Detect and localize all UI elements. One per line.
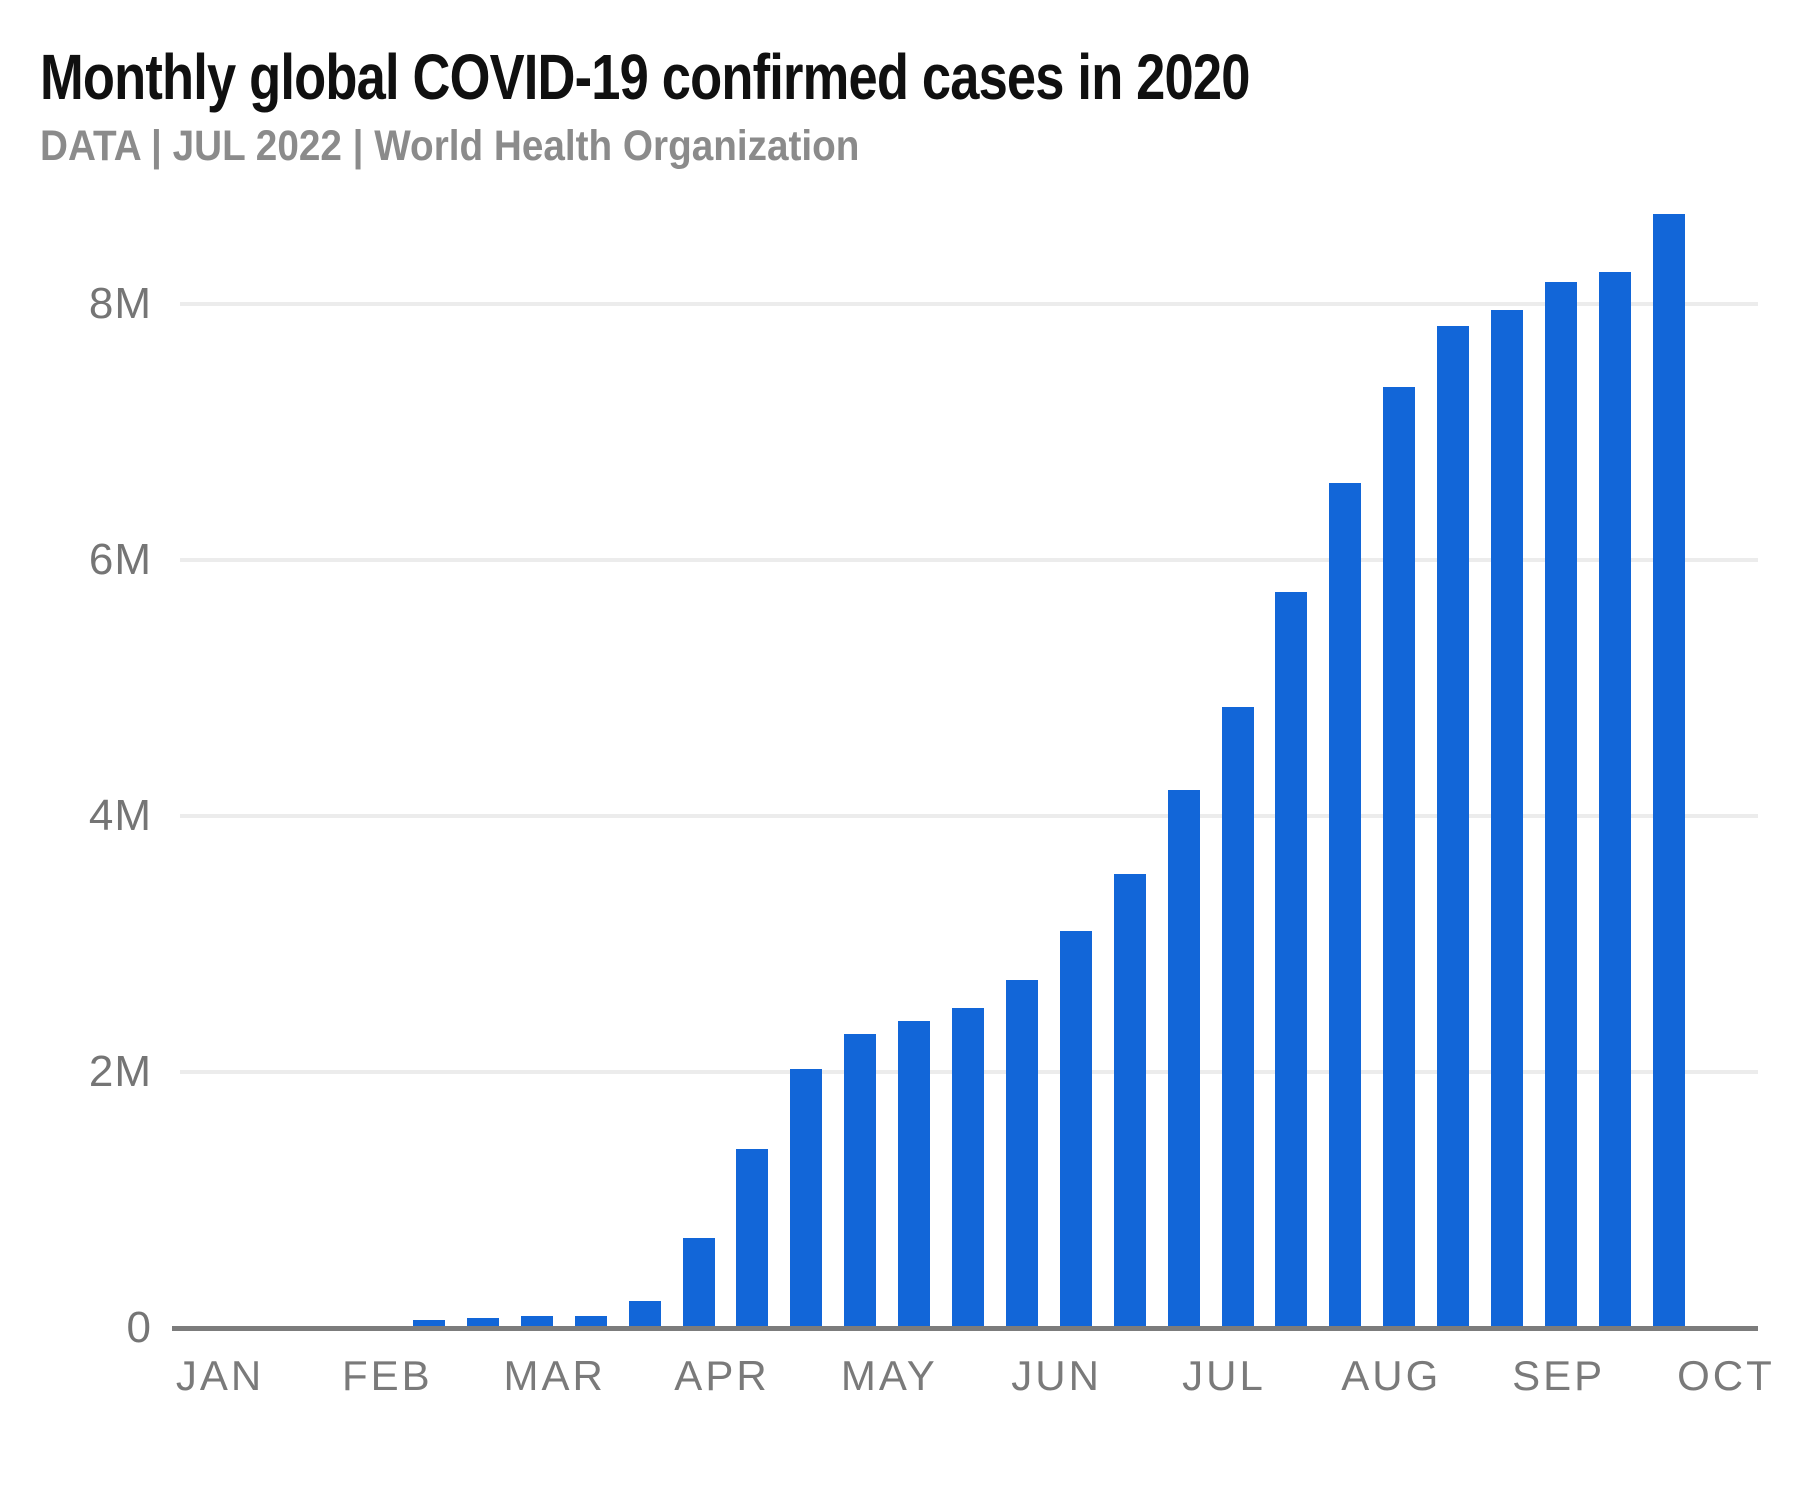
y-axis-tick-label: 8M bbox=[88, 279, 152, 328]
bar bbox=[1383, 387, 1416, 1328]
y-gridline bbox=[180, 302, 1758, 306]
bar bbox=[682, 1238, 715, 1328]
bar bbox=[844, 1033, 877, 1328]
bar bbox=[574, 1316, 607, 1328]
y-axis-tick-label: 0 bbox=[126, 1303, 152, 1352]
y-gridline bbox=[180, 558, 1758, 562]
bar bbox=[1544, 282, 1577, 1328]
bar bbox=[1652, 214, 1685, 1328]
y-axis-tick-label: 4M bbox=[88, 791, 152, 840]
bar bbox=[952, 1008, 984, 1328]
y-gridline bbox=[180, 814, 1758, 818]
bar bbox=[1221, 707, 1254, 1328]
bar bbox=[736, 1148, 769, 1328]
bar bbox=[1059, 931, 1092, 1328]
bar bbox=[1598, 272, 1631, 1328]
chart-subtitle: DATA | JUL 2022 | World Health Organizat… bbox=[40, 122, 860, 170]
x-axis-month-label: MAR bbox=[503, 1352, 606, 1399]
x-axis-month-label: MAY bbox=[840, 1352, 938, 1399]
x-axis-month-label: APR bbox=[674, 1352, 770, 1399]
bar bbox=[520, 1316, 553, 1328]
bar bbox=[466, 1317, 499, 1328]
x-axis-month-label: JAN bbox=[175, 1352, 265, 1399]
bar bbox=[1491, 310, 1523, 1328]
x-axis-month-label: OCT bbox=[1677, 1352, 1775, 1399]
bar bbox=[628, 1301, 661, 1328]
x-axis-month-label: SEP bbox=[1512, 1352, 1606, 1399]
x-axis-line bbox=[172, 1326, 1758, 1331]
bar bbox=[1275, 592, 1308, 1328]
bar bbox=[898, 1020, 931, 1328]
bar bbox=[1113, 873, 1146, 1328]
x-axis-month-label: FEB bbox=[341, 1352, 433, 1399]
x-axis-month-label: AUG bbox=[1341, 1352, 1442, 1399]
bar bbox=[1167, 790, 1200, 1328]
bar bbox=[1437, 325, 1470, 1328]
bar bbox=[1005, 979, 1038, 1328]
x-axis-month-label: JUL bbox=[1182, 1352, 1266, 1399]
bar bbox=[1329, 483, 1362, 1328]
chart-title: Monthly global COVID-19 confirmed cases … bbox=[40, 41, 1250, 113]
bar bbox=[413, 1320, 445, 1328]
bar bbox=[790, 1069, 823, 1328]
y-axis-tick-label: 2M bbox=[88, 1047, 152, 1096]
x-axis-month-label: JUN bbox=[1011, 1352, 1102, 1399]
y-axis-tick-label: 6M bbox=[88, 535, 152, 584]
